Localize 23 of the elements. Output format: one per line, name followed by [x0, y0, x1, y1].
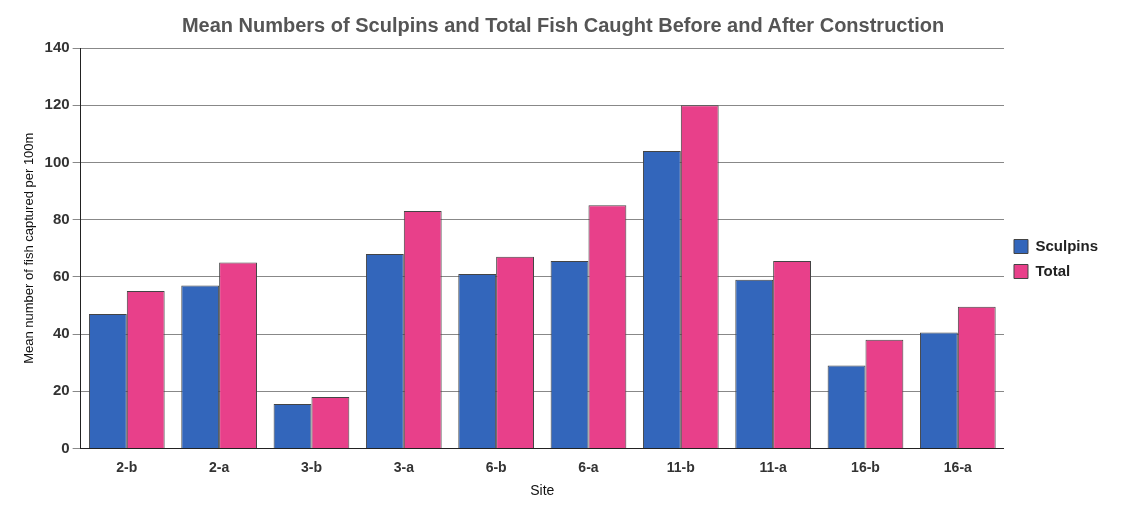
x-tick-label: 11-a [759, 458, 787, 475]
x-tick-label: 3-b [300, 458, 322, 475]
y-tick-label: 80 [52, 209, 70, 227]
x-tick-label: 6-b [485, 458, 507, 475]
legend-label: Sculpins [1035, 236, 1098, 254]
y-tick-label: 100 [44, 152, 70, 170]
y-tick-label: 140 [44, 38, 70, 56]
y-tick-label: 0 [61, 438, 70, 456]
x-tick-label: 11-b [666, 458, 695, 475]
x-tick-label: 16-b [851, 458, 880, 475]
x-tick-label: 2-b [116, 458, 138, 475]
y-tick-label: 120 [44, 95, 70, 113]
y-tick-label: 40 [52, 324, 70, 342]
x-tick-label: 3-a [393, 458, 415, 475]
x-axis-title: Site [530, 482, 555, 499]
x-tick-label: 2-a [209, 458, 230, 475]
chart-title: Mean Numbers of Sculpins and Total Fish Caught Before and After Construction [181, 13, 945, 36]
y-tick-label: 20 [52, 381, 70, 399]
x-tick-label: 6-a [578, 458, 599, 475]
y-tick-label: 60 [52, 266, 70, 284]
y-axis-title: Mean number of fish captured per 100m [21, 132, 37, 364]
legend-label: Total [1035, 261, 1071, 279]
x-tick-label: 16-a [943, 458, 973, 475]
